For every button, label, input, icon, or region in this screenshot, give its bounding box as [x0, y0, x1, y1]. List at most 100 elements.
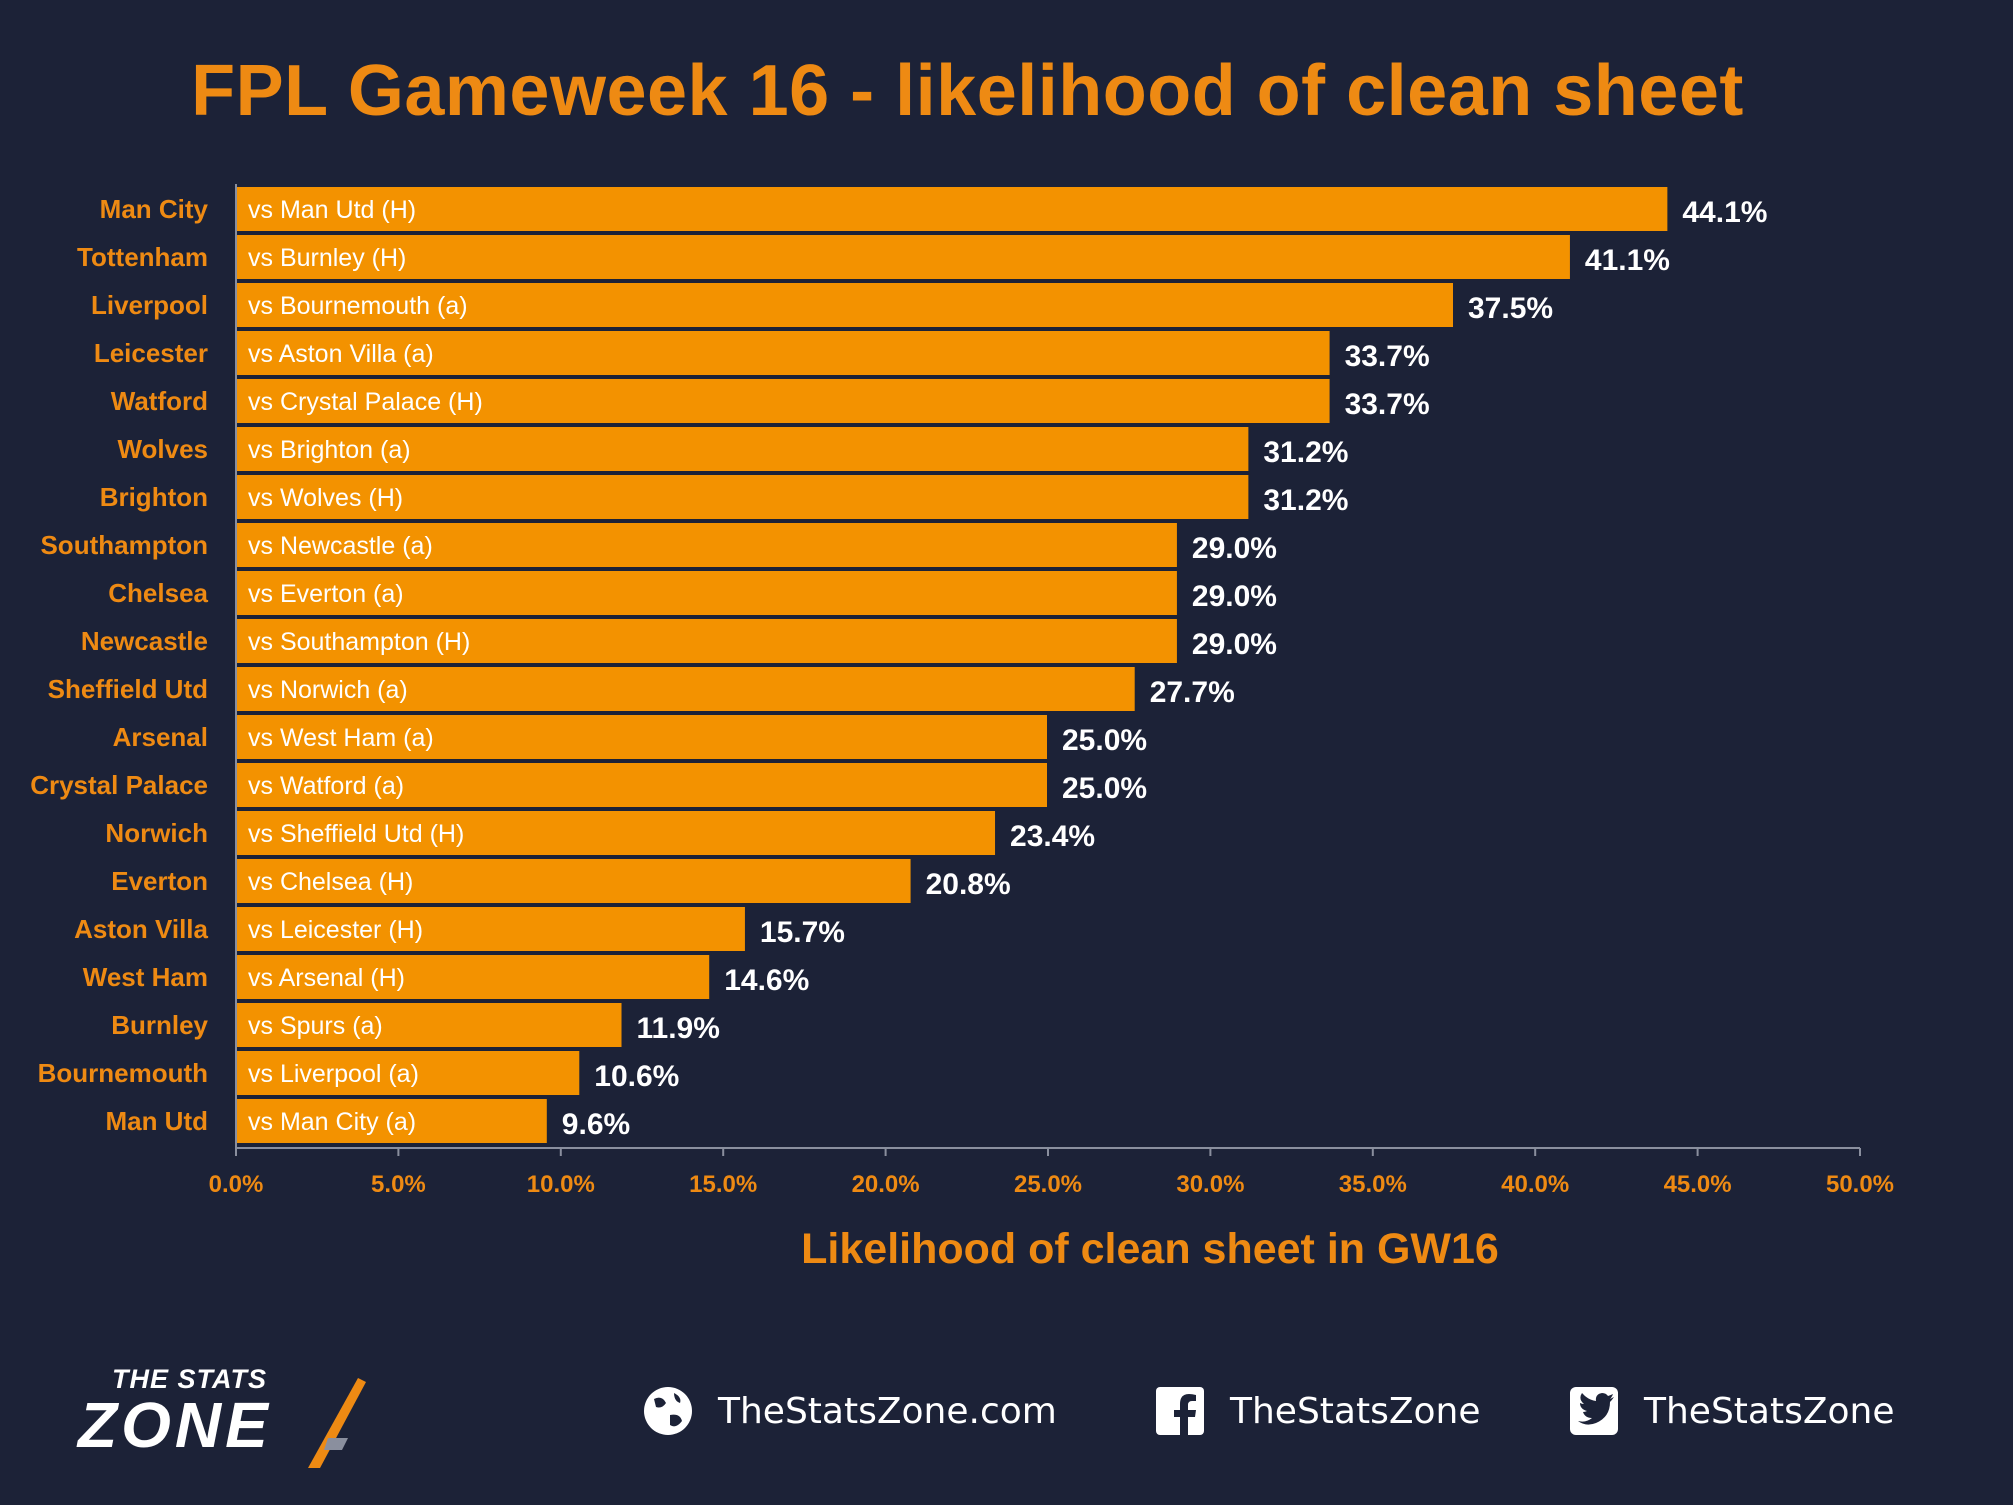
fixture-label: vs Leicester (H): [248, 916, 423, 944]
bar-row: Man City vs Man Utd (H) 44.1%: [100, 185, 1767, 233]
team-label: Wolves: [117, 434, 208, 464]
team-label: Tottenham: [77, 242, 208, 272]
facebook-text: TheStatsZone: [1230, 1390, 1481, 1432]
x-tick-label: 0.0%: [209, 1171, 264, 1198]
facebook-icon: [1156, 1387, 1204, 1435]
fixture-label: vs West Ham (a): [248, 724, 434, 752]
stats-zone-logo: THE STATS ZONE: [78, 1358, 428, 1468]
twitter-link[interactable]: TheStatsZone: [1566, 1385, 1895, 1437]
website-text: TheStatsZone.com: [718, 1390, 1057, 1432]
x-axis-title: Likelihood of clean sheet in GW16: [801, 1225, 1499, 1273]
team-label: Chelsea: [108, 578, 208, 608]
value-label: 29.0%: [1192, 580, 1277, 613]
bar-row: Man Utd vs Man City (a) 9.6%: [105, 1097, 630, 1145]
bar-row: Arsenal vs West Ham (a) 25.0%: [113, 713, 1147, 761]
x-tick-label: 50.0%: [1826, 1171, 1894, 1198]
chart-title: FPL Gameweek 16 - likelihood of clean sh…: [191, 51, 1744, 131]
twitter-icon: [1570, 1387, 1618, 1435]
team-label: Burnley: [111, 1010, 208, 1040]
fixture-label: vs Spurs (a): [248, 1012, 383, 1040]
globe-icon: [644, 1387, 692, 1435]
team-label: Leicester: [94, 338, 208, 368]
value-label: 31.2%: [1263, 436, 1348, 469]
team-label: Norwich: [105, 818, 208, 848]
x-ticks-layer: 0.0% 5.0% 10.0% 15.0% 20.0% 25.0% 30.0% 35.0% 40…: [209, 1148, 1894, 1198]
x-tick-label: 35.0%: [1339, 1171, 1407, 1198]
value-label: 29.0%: [1192, 628, 1277, 661]
x-tick-label: 25.0%: [1014, 1171, 1082, 1198]
fixture-label: vs Chelsea (H): [248, 868, 413, 896]
bar: [235, 233, 1572, 281]
value-label: 15.7%: [760, 916, 845, 949]
fixture-label: vs Sheffield Utd (H): [248, 820, 464, 848]
bar: [235, 185, 1670, 233]
fixture-label: vs Norwich (a): [248, 676, 408, 704]
x-tick-label: 10.0%: [527, 1171, 595, 1198]
x-tick-label: 20.0%: [852, 1171, 920, 1198]
value-label: 11.9%: [637, 1012, 720, 1045]
bar-row: Southampton vs Newcastle (a) 29.0%: [40, 521, 1277, 569]
value-label: 44.1%: [1682, 196, 1767, 229]
bar: [235, 425, 1251, 473]
fixture-label: vs Southampton (H): [248, 628, 470, 656]
bar-row: Brighton vs Wolves (H) 31.2%: [100, 473, 1348, 521]
fixture-label: vs Man Utd (H): [248, 196, 416, 224]
team-label: Liverpool: [91, 290, 208, 320]
bars-layer: Man City vs Man Utd (H) 44.1% Tottenham vs B…: [30, 185, 1767, 1145]
fixture-label: vs Newcastle (a): [248, 532, 433, 560]
x-tick-label: 5.0%: [371, 1171, 426, 1198]
bar: [235, 1097, 549, 1145]
bar: [235, 809, 998, 857]
value-label: 23.4%: [1010, 820, 1095, 853]
fixture-label: vs Wolves (H): [248, 484, 403, 512]
bar-row: Sheffield Utd vs Norwich (a) 27.7%: [48, 665, 1235, 713]
twitter-text: TheStatsZone: [1644, 1390, 1895, 1432]
x-tick-label: 45.0%: [1664, 1171, 1732, 1198]
fixture-label: vs Arsenal (H): [248, 964, 405, 992]
x-tick-label: 30.0%: [1176, 1171, 1244, 1198]
fixture-label: vs Man City (a): [248, 1108, 416, 1136]
team-label: Arsenal: [113, 722, 208, 752]
facebook-link[interactable]: TheStatsZone: [1152, 1385, 1481, 1437]
bar: [235, 521, 1179, 569]
logo-main-text: ZONE: [78, 1389, 272, 1461]
bar-row: Watford vs Crystal Palace (H) 33.7%: [111, 377, 1430, 425]
bar: [235, 473, 1251, 521]
bar: [235, 281, 1455, 329]
value-label: 27.7%: [1150, 676, 1235, 709]
value-label: 25.0%: [1062, 724, 1147, 757]
team-label: Brighton: [100, 482, 208, 512]
fixture-label: vs Everton (a): [248, 580, 404, 608]
bar-row: Leicester vs Aston Villa (a) 33.7%: [94, 329, 1430, 377]
bar-row: West Ham vs Arsenal (H) 14.6%: [83, 953, 809, 1001]
logo-swoosh-icon: [308, 1378, 366, 1468]
fixture-label: vs Watford (a): [248, 772, 404, 800]
team-label: Sheffield Utd: [48, 674, 208, 704]
team-label: Newcastle: [81, 626, 208, 656]
bar: [235, 377, 1332, 425]
team-label: West Ham: [83, 962, 208, 992]
team-label: Watford: [111, 386, 208, 416]
bar-row: Bournemouth vs Liverpool (a) 10.6%: [38, 1049, 679, 1097]
bar-row: Newcastle vs Southampton (H) 29.0%: [81, 617, 1277, 665]
value-label: 29.0%: [1192, 532, 1277, 565]
fixture-label: vs Burnley (H): [248, 244, 406, 272]
value-label: 25.0%: [1062, 772, 1147, 805]
bar-row: Burnley vs Spurs (a) 11.9%: [111, 1001, 720, 1049]
team-label: Everton: [111, 866, 208, 896]
fixture-label: vs Brighton (a): [248, 436, 411, 464]
bar-row: Liverpool vs Bournemouth (a) 37.5%: [91, 281, 1553, 329]
bar: [235, 905, 747, 953]
team-label: Southampton: [40, 530, 208, 560]
value-label: 9.6%: [562, 1108, 630, 1141]
value-label: 14.6%: [724, 964, 809, 997]
fixture-label: vs Aston Villa (a): [248, 340, 434, 368]
bar-row: Crystal Palace vs Watford (a) 25.0%: [30, 761, 1147, 809]
x-tick-label: 40.0%: [1501, 1171, 1569, 1198]
team-label: Man Utd: [105, 1106, 208, 1136]
team-label: Crystal Palace: [30, 770, 208, 800]
bar: [235, 569, 1179, 617]
website-link[interactable]: TheStatsZone.com: [640, 1385, 1057, 1437]
